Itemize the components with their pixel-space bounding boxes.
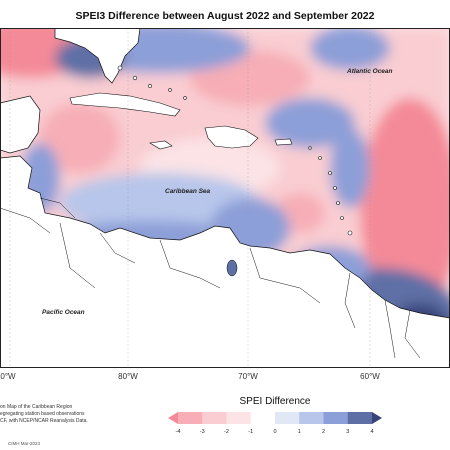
- legend-swatch: [226, 412, 252, 424]
- legend-tick-label: -3: [200, 429, 205, 435]
- legend-swatch: [202, 412, 227, 424]
- lon-tick-80w: 80°W: [118, 372, 138, 381]
- map-title: SPEI3 Difference between August 2022 and…: [75, 10, 375, 22]
- spei-map: Atlantic Ocean Caribbean Sea Pacific Oce…: [0, 28, 450, 368]
- country-borders: [0, 197, 421, 359]
- legend-swatch: [250, 412, 276, 424]
- legend-swatch: [275, 412, 300, 424]
- legend-tick-label: -2: [224, 429, 229, 435]
- note-line-2: egregating station based observations: [0, 411, 85, 417]
- label-pacific-ocean: Pacific Ocean: [42, 309, 85, 316]
- label-atlantic-ocean: Atlantic Ocean: [346, 68, 393, 75]
- jamaica: [149, 140, 173, 150]
- legend-arrow-high: [372, 412, 382, 424]
- cuba: [69, 92, 181, 117]
- lon-tick-70w: 70°W: [238, 372, 258, 381]
- puerto-rico: [274, 138, 293, 146]
- legend-colorbar: -4 -3 -2 -1 0 1 2 3 4: [168, 412, 382, 435]
- islands: [69, 65, 353, 236]
- legend: SPEI Difference -4 -3 -2 -1 0 1 2 3 4: [150, 396, 400, 441]
- legend-swatch: [178, 412, 203, 424]
- legend-tick-label: 1: [298, 429, 301, 435]
- yucatan: [0, 95, 41, 154]
- note-line-3: CF, with NCEP/NCAR Reanalysis Data.: [0, 418, 88, 424]
- legend-title: SPEI Difference: [239, 396, 311, 407]
- credit: CIMH Mar-2023: [8, 441, 41, 446]
- map-area: Atlantic Ocean Caribbean Sea Pacific Oce…: [0, 28, 450, 368]
- legend-tick-label: 2: [322, 429, 325, 435]
- lon-tick-90w: 0°W: [0, 372, 16, 381]
- legend-tick-label: -1: [248, 429, 253, 435]
- note-line-1: on Map of the Caribbean Region: [0, 404, 73, 410]
- legend-swatch: [347, 412, 373, 424]
- lakes: [226, 259, 238, 277]
- central-south-america: [0, 155, 450, 368]
- source-notes: on Map of the Caribbean Region egregatin…: [0, 404, 88, 425]
- legend-tick-label: -4: [176, 429, 181, 435]
- grid: [9, 28, 371, 368]
- legend-arrow-low: [168, 412, 178, 424]
- label-caribbean-sea: Caribbean Sea: [165, 188, 211, 195]
- legend-tick-label: 0: [273, 429, 276, 435]
- legend-swatch: [299, 412, 324, 424]
- hispaniola: [204, 125, 259, 149]
- legend-swatch: [323, 412, 349, 424]
- lon-tick-60w: 60°W: [360, 372, 380, 381]
- legend-tick-label: 4: [370, 429, 373, 435]
- legend-tick-label: 3: [346, 429, 349, 435]
